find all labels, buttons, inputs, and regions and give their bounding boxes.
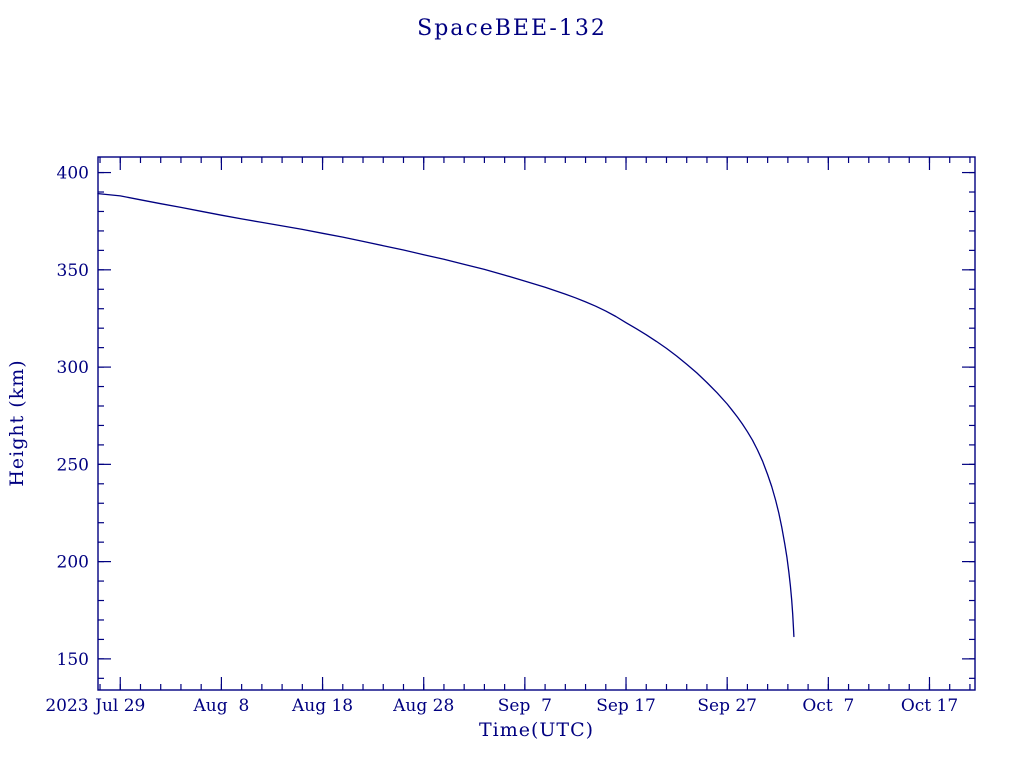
x-tick-label: Oct 17 (901, 696, 958, 716)
x-axis-label: Time(UTC) (478, 719, 595, 741)
x-tick-label: Aug 8 (193, 696, 250, 716)
y-tick-label: 200 (57, 553, 89, 573)
y-tick-label: 300 (57, 358, 89, 378)
x-tick-label: Aug 18 (291, 696, 353, 716)
plot-border (97, 156, 976, 691)
y-tick-label: 400 (57, 164, 89, 184)
chart-title: SpaceBEE-132 (417, 16, 607, 41)
y-tick-label: 150 (57, 650, 89, 670)
year-label: 2023 (45, 696, 88, 716)
x-tick-label: Sep 7 (498, 696, 552, 716)
y-axis-label: Height (km) (6, 359, 28, 487)
y-tick-label: 250 (57, 455, 89, 475)
decay-curve (97, 192, 795, 638)
x-tick-label: Aug 28 (392, 696, 454, 716)
x-tick-label: Sep 17 (596, 696, 656, 716)
x-tick-label: Sep 27 (697, 696, 757, 716)
x-tick-label: Jul 29 (93, 696, 145, 716)
y-tick-label: 350 (57, 261, 89, 281)
x-tick-label: Oct 7 (802, 696, 854, 716)
